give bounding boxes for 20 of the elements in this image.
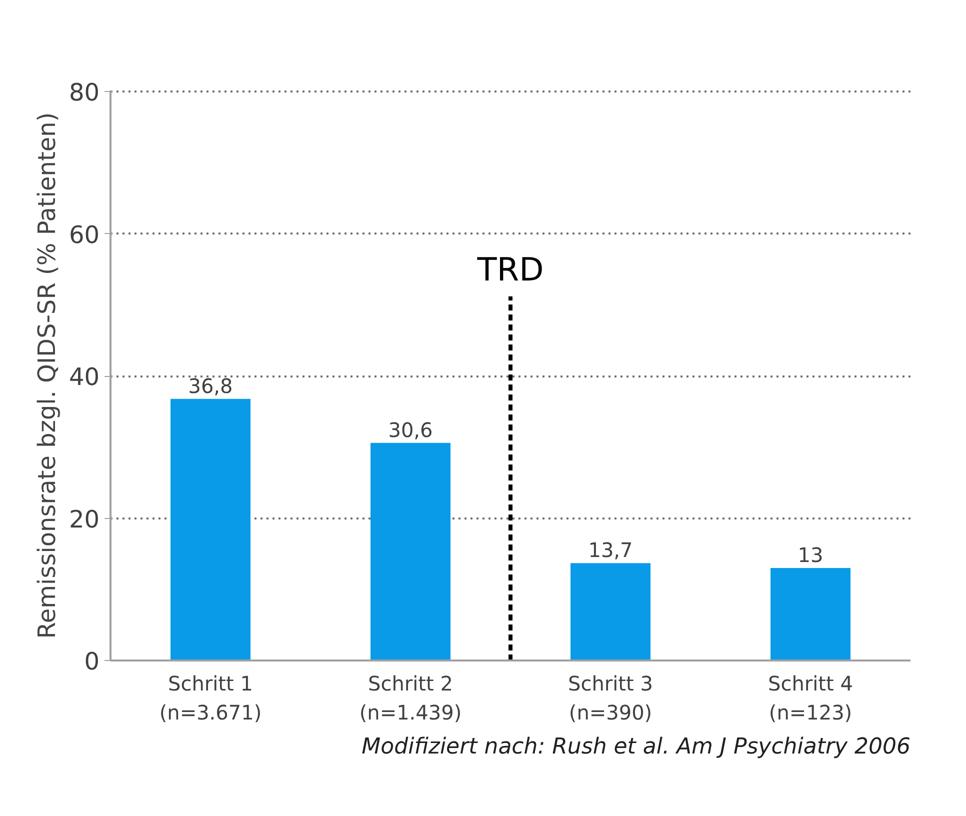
bar [370,442,450,660]
text: Modifiziert nach: Rush et al. Am J Psychiatry 2006 [362,734,911,760]
data-label: 13 [798,543,824,568]
y-axis-title: Remissionsrate bzgl. QIDS-SR (% Patienten) [32,112,61,639]
y-tick-label: 80 [68,78,100,107]
annotation: TRD [476,250,544,288]
bar [170,398,250,660]
x-tick-label: Schritt 2 (n=1.439) [359,672,462,724]
y-tick-label: 40 [68,363,100,392]
y-tick-label: 0 [84,648,100,676]
data-label: 36,8 [188,374,233,398]
x-tick-label: Schritt 4 (n=123) [768,672,853,724]
y-tick-label: 20 [68,505,100,534]
data-label: 13,7 [588,538,633,562]
data-label: 30,6 [388,418,433,442]
x-tick-label: Schritt 3 (n=390) [568,672,653,724]
bar [770,568,850,660]
x-tick-label: Schritt 1 (n=3.671) [159,672,262,724]
y-tick-label: 60 [68,220,100,249]
bar [570,563,650,660]
